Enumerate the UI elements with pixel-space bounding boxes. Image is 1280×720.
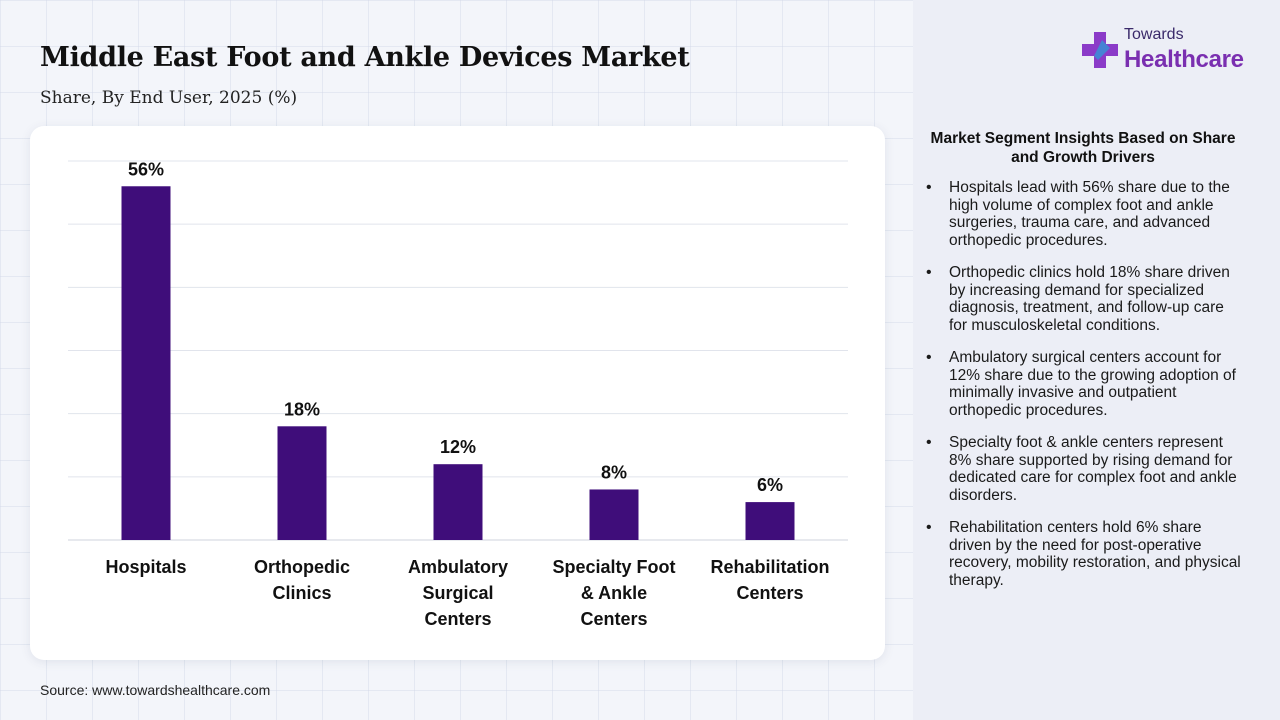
category-label: Clinics bbox=[272, 583, 331, 603]
category-label: Centers bbox=[580, 609, 647, 629]
page-subtitle: Share, By End User, 2025 (%) bbox=[40, 88, 298, 108]
bar bbox=[277, 426, 327, 540]
insight-item-orthopedic-clinics: Orthopedic clinics hold 18% share driven… bbox=[926, 264, 1242, 334]
category-label: Ambulatory bbox=[408, 557, 508, 577]
brand-logo: Towards Healthcare bbox=[1080, 26, 1260, 78]
bar bbox=[745, 502, 795, 540]
insight-item-hospitals: Hospitals lead with 56% share due to the… bbox=[926, 179, 1242, 249]
data-label: 12% bbox=[440, 437, 476, 457]
data-label: 56% bbox=[128, 159, 164, 179]
insight-item-ambulatory-surgical: Ambulatory surgical centers account for … bbox=[926, 349, 1242, 419]
category-label: Surgical bbox=[422, 583, 493, 603]
bar bbox=[589, 489, 639, 540]
category-label: & Ankle bbox=[581, 583, 647, 603]
category-label: Hospitals bbox=[105, 557, 186, 577]
insights-list: Hospitals lead with 56% share due to the… bbox=[926, 179, 1242, 604]
logo-text-healthcare: Healthcare bbox=[1124, 46, 1244, 73]
data-label: 6% bbox=[757, 475, 783, 495]
bar bbox=[121, 186, 171, 540]
bar-chart: 56% Hospitals 18% Orthopedic Clinics 12% Ambul… bbox=[68, 159, 848, 629]
insight-item-specialty-centers: Specialty foot & ankle centers represent… bbox=[926, 434, 1242, 504]
source-note: Source: www.towardshealthcare.com bbox=[40, 682, 271, 698]
insights-title: Market Segment Insights Based on Share a… bbox=[930, 130, 1236, 166]
insight-item-rehabilitation: Rehabilitation centers hold 6% share dri… bbox=[926, 519, 1242, 589]
page-title: Middle East Foot and Ankle Devices Marke… bbox=[40, 42, 690, 73]
category-label: Rehabilitation bbox=[710, 557, 829, 577]
category-label: Centers bbox=[736, 583, 803, 603]
data-label: 18% bbox=[284, 399, 320, 419]
data-label: 8% bbox=[601, 462, 627, 482]
bar bbox=[433, 464, 483, 540]
category-label: Specialty Foot bbox=[552, 557, 675, 577]
category-label: Centers bbox=[424, 609, 491, 629]
logo-text-towards: Towards bbox=[1124, 26, 1184, 43]
chart-card: 56% Hospitals 18% Orthopedic Clinics 12% Ambul… bbox=[30, 126, 885, 660]
medical-cross-icon bbox=[1082, 32, 1118, 68]
category-label: Orthopedic bbox=[254, 557, 350, 577]
